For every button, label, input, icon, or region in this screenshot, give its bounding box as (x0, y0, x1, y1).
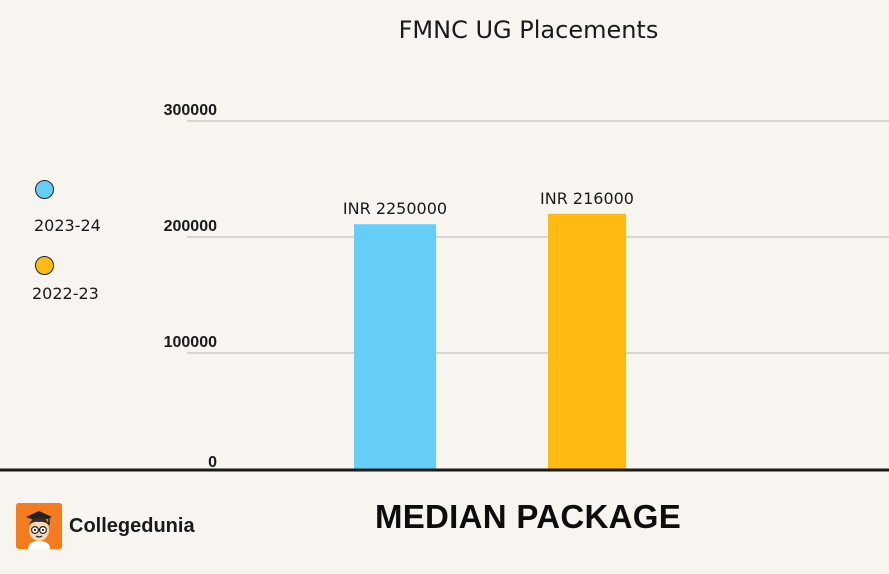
brand-name: Collegedunia (69, 515, 195, 537)
y-tick-label: 100000 (164, 334, 217, 351)
y-tick-label: 300000 (164, 102, 217, 119)
bar-2023-24 (354, 224, 436, 469)
data-label-2023-24: INR 2250000 (343, 199, 447, 218)
collegedunia-mascot-icon (16, 503, 62, 549)
legend-label-2023-24: 2023-24 (34, 216, 101, 235)
chart-title: FMNC UG Placements (398, 16, 659, 44)
bar-2022-23 (548, 213, 626, 469)
legend-swatch-2022-23 (35, 256, 54, 275)
collegedunia-logo (16, 503, 62, 549)
y-tick-label: 0 (208, 454, 217, 471)
legend-swatch-2023-24 (35, 180, 54, 199)
data-label-2022-23: INR 216000 (540, 189, 634, 208)
x-axis-label: MEDIAN PACKAGE (374, 498, 682, 535)
y-tick-label: 200000 (164, 218, 217, 235)
legend-label-2022-23: 2022-23 (32, 284, 99, 303)
